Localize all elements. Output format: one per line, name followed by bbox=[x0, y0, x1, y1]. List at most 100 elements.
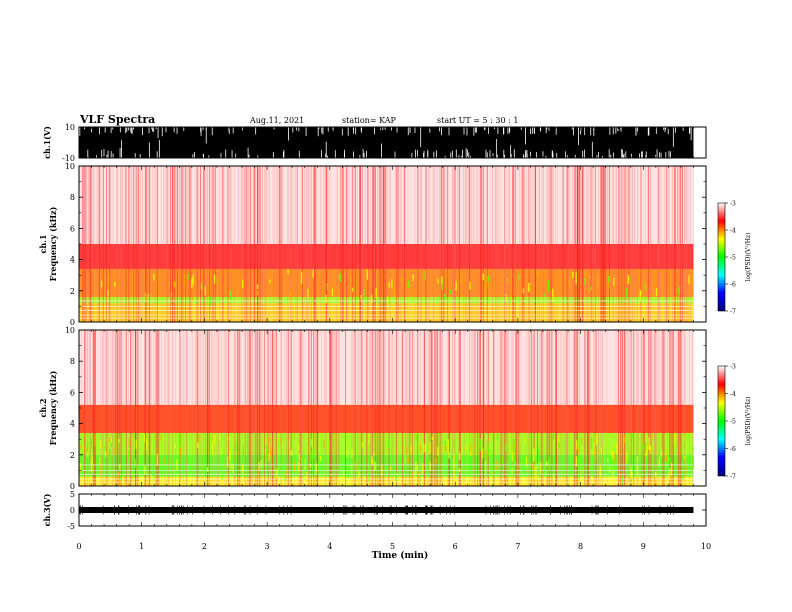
spectrogram-hotspot bbox=[584, 277, 586, 285]
spectrogram-hotspot bbox=[424, 271, 426, 281]
spectrogram-hotspot bbox=[80, 445, 82, 449]
spectrogram-hotspot bbox=[351, 449, 353, 459]
spectrogram-hotspot bbox=[257, 467, 259, 478]
spectrogram-hotspot bbox=[452, 460, 454, 469]
spectrogram-hotspot bbox=[128, 437, 131, 447]
spectrogram-hotspot bbox=[536, 463, 539, 468]
spectrogram-hotspot bbox=[640, 290, 642, 296]
spectrogram-hotspot bbox=[548, 457, 550, 470]
spectrogram-hotspot bbox=[485, 450, 487, 462]
y-tick-label: 2 bbox=[70, 451, 75, 460]
spectrogram-hotspot bbox=[346, 448, 348, 458]
spectrogram-band bbox=[79, 404, 694, 433]
spectrogram-hotspot bbox=[150, 474, 152, 486]
spectrogram-hotspot bbox=[449, 289, 452, 295]
spectrogram-hotspot bbox=[600, 447, 602, 454]
spectrogram-hotspot bbox=[192, 274, 194, 285]
spectrogram-hotspot bbox=[196, 442, 199, 449]
time-axis: 0 1 2 3 4 5 6 7 8 9 10 bbox=[76, 542, 711, 551]
spectrogram-hotspot bbox=[552, 458, 555, 466]
spectrogram-hotspot bbox=[487, 442, 489, 451]
y-tick-label: -10 bbox=[62, 154, 75, 163]
spectrogram-hotspot bbox=[395, 472, 397, 482]
spectrogram-hotspot bbox=[506, 475, 509, 486]
x-tick-label: 0 bbox=[76, 542, 81, 551]
spectrogram-hotspot bbox=[536, 467, 538, 481]
spectrogram-hotspot bbox=[608, 276, 610, 289]
y-axis-label: ch.3(V) bbox=[42, 493, 52, 526]
spectrogram-hotspot bbox=[530, 434, 532, 438]
x-tick-label: 5 bbox=[390, 542, 395, 551]
spectrogram-hotspot bbox=[388, 282, 391, 289]
spectrogram-hotspot bbox=[315, 475, 317, 486]
spectrogram-hotspot bbox=[609, 466, 611, 473]
spectrogram-hotspot bbox=[339, 273, 342, 282]
waveform-trace bbox=[79, 507, 694, 513]
spectrogram-hotspot bbox=[107, 289, 109, 300]
waveform-fill bbox=[79, 127, 694, 158]
spectrogram-hotspot bbox=[235, 444, 238, 451]
spectrogram-hotspot bbox=[606, 458, 609, 462]
spectrogram-hotspot bbox=[265, 445, 267, 450]
spectrogram-hotspot bbox=[531, 462, 534, 470]
spectrogram-hotspot bbox=[228, 436, 231, 441]
spectrogram-hotspot bbox=[511, 468, 513, 475]
spectrogram-hotspot bbox=[484, 284, 487, 297]
spectrogram-hotspot bbox=[350, 463, 353, 474]
spectrogram-hotspot bbox=[608, 275, 610, 283]
spectrogram-hotspot bbox=[389, 466, 392, 471]
spectrogram-panel-ch2: 0 2 4 6 8 10 ch.2 Frequency (kHz) bbox=[38, 326, 707, 491]
spectrogram-hotspot bbox=[104, 446, 107, 451]
spectrogram-hotspot bbox=[315, 463, 317, 474]
spectrogram-hotspot bbox=[366, 269, 369, 280]
spectrogram-hotspot bbox=[405, 446, 408, 456]
spectrogram-hotspot bbox=[465, 446, 468, 451]
spectrogram-hotspot bbox=[485, 276, 488, 288]
spectrogram-hotspot bbox=[622, 473, 624, 486]
colorbar-2: -3 -4 -5 -6 -7 log(PSD)(V²/Hz) bbox=[717, 364, 752, 481]
spectrogram-hotspot bbox=[192, 295, 194, 302]
spectrogram-hotspot bbox=[410, 446, 412, 455]
colorbar-tick-label: -6 bbox=[730, 446, 736, 453]
spectrogram-hotspot bbox=[429, 461, 431, 470]
spectrogram-hotspot bbox=[665, 454, 668, 462]
spectrogram-hotspot bbox=[683, 455, 686, 460]
spectrogram-hotspot bbox=[298, 453, 301, 461]
spectrogram-hotspot bbox=[692, 456, 694, 468]
spectrogram-hotspot bbox=[453, 453, 455, 467]
y-axis-label: Frequency (kHz) bbox=[48, 206, 58, 281]
spectrogram-hotspot bbox=[651, 434, 654, 439]
spectrogram-hotspot bbox=[625, 288, 628, 298]
spectrogram-hotspot bbox=[407, 280, 410, 289]
spectrogram-hotspot bbox=[441, 276, 443, 284]
spectrogram-hotspot bbox=[298, 461, 300, 473]
spectrogram-hotspot bbox=[574, 468, 577, 473]
spectrogram-hotspot bbox=[673, 433, 676, 444]
spectrogram-hotspot bbox=[576, 440, 578, 450]
y-tick-label: 10 bbox=[65, 162, 75, 171]
spectrogram-hotspot bbox=[594, 450, 596, 459]
spectrogram-hotspot bbox=[678, 286, 680, 295]
spectrogram-hotspot bbox=[311, 451, 313, 461]
spectrogram-hotspot bbox=[174, 443, 176, 448]
spectrogram-hotspot bbox=[557, 435, 559, 443]
spectrogram-hotspot bbox=[153, 273, 155, 281]
spectrogram-hotspot bbox=[447, 439, 450, 452]
spectrogram-hotspot bbox=[326, 283, 329, 291]
spectrogram-hotspot bbox=[309, 463, 312, 468]
spectrogram-hotspot bbox=[94, 433, 96, 447]
spectrogram-hotspot bbox=[412, 274, 415, 281]
spectrogram-hotspot bbox=[437, 278, 439, 284]
spectrogram-hotspot bbox=[230, 463, 232, 469]
spectrogram-hotspot bbox=[458, 452, 461, 461]
y-tick-label: 8 bbox=[70, 357, 75, 366]
spectrogram-hotspot bbox=[328, 440, 330, 451]
spectrogram-hotspot bbox=[387, 296, 389, 308]
spectrogram-hotspot bbox=[511, 451, 513, 462]
spectrogram-hotspot bbox=[107, 273, 110, 287]
waveform-panel-ch3: 5 0 -5 ch.3(V) bbox=[42, 490, 707, 531]
spectrogram-hotspot bbox=[404, 455, 407, 464]
figure-title: VLF Spectra bbox=[79, 113, 155, 126]
y-axis-channel-label: ch.1 bbox=[38, 234, 48, 253]
